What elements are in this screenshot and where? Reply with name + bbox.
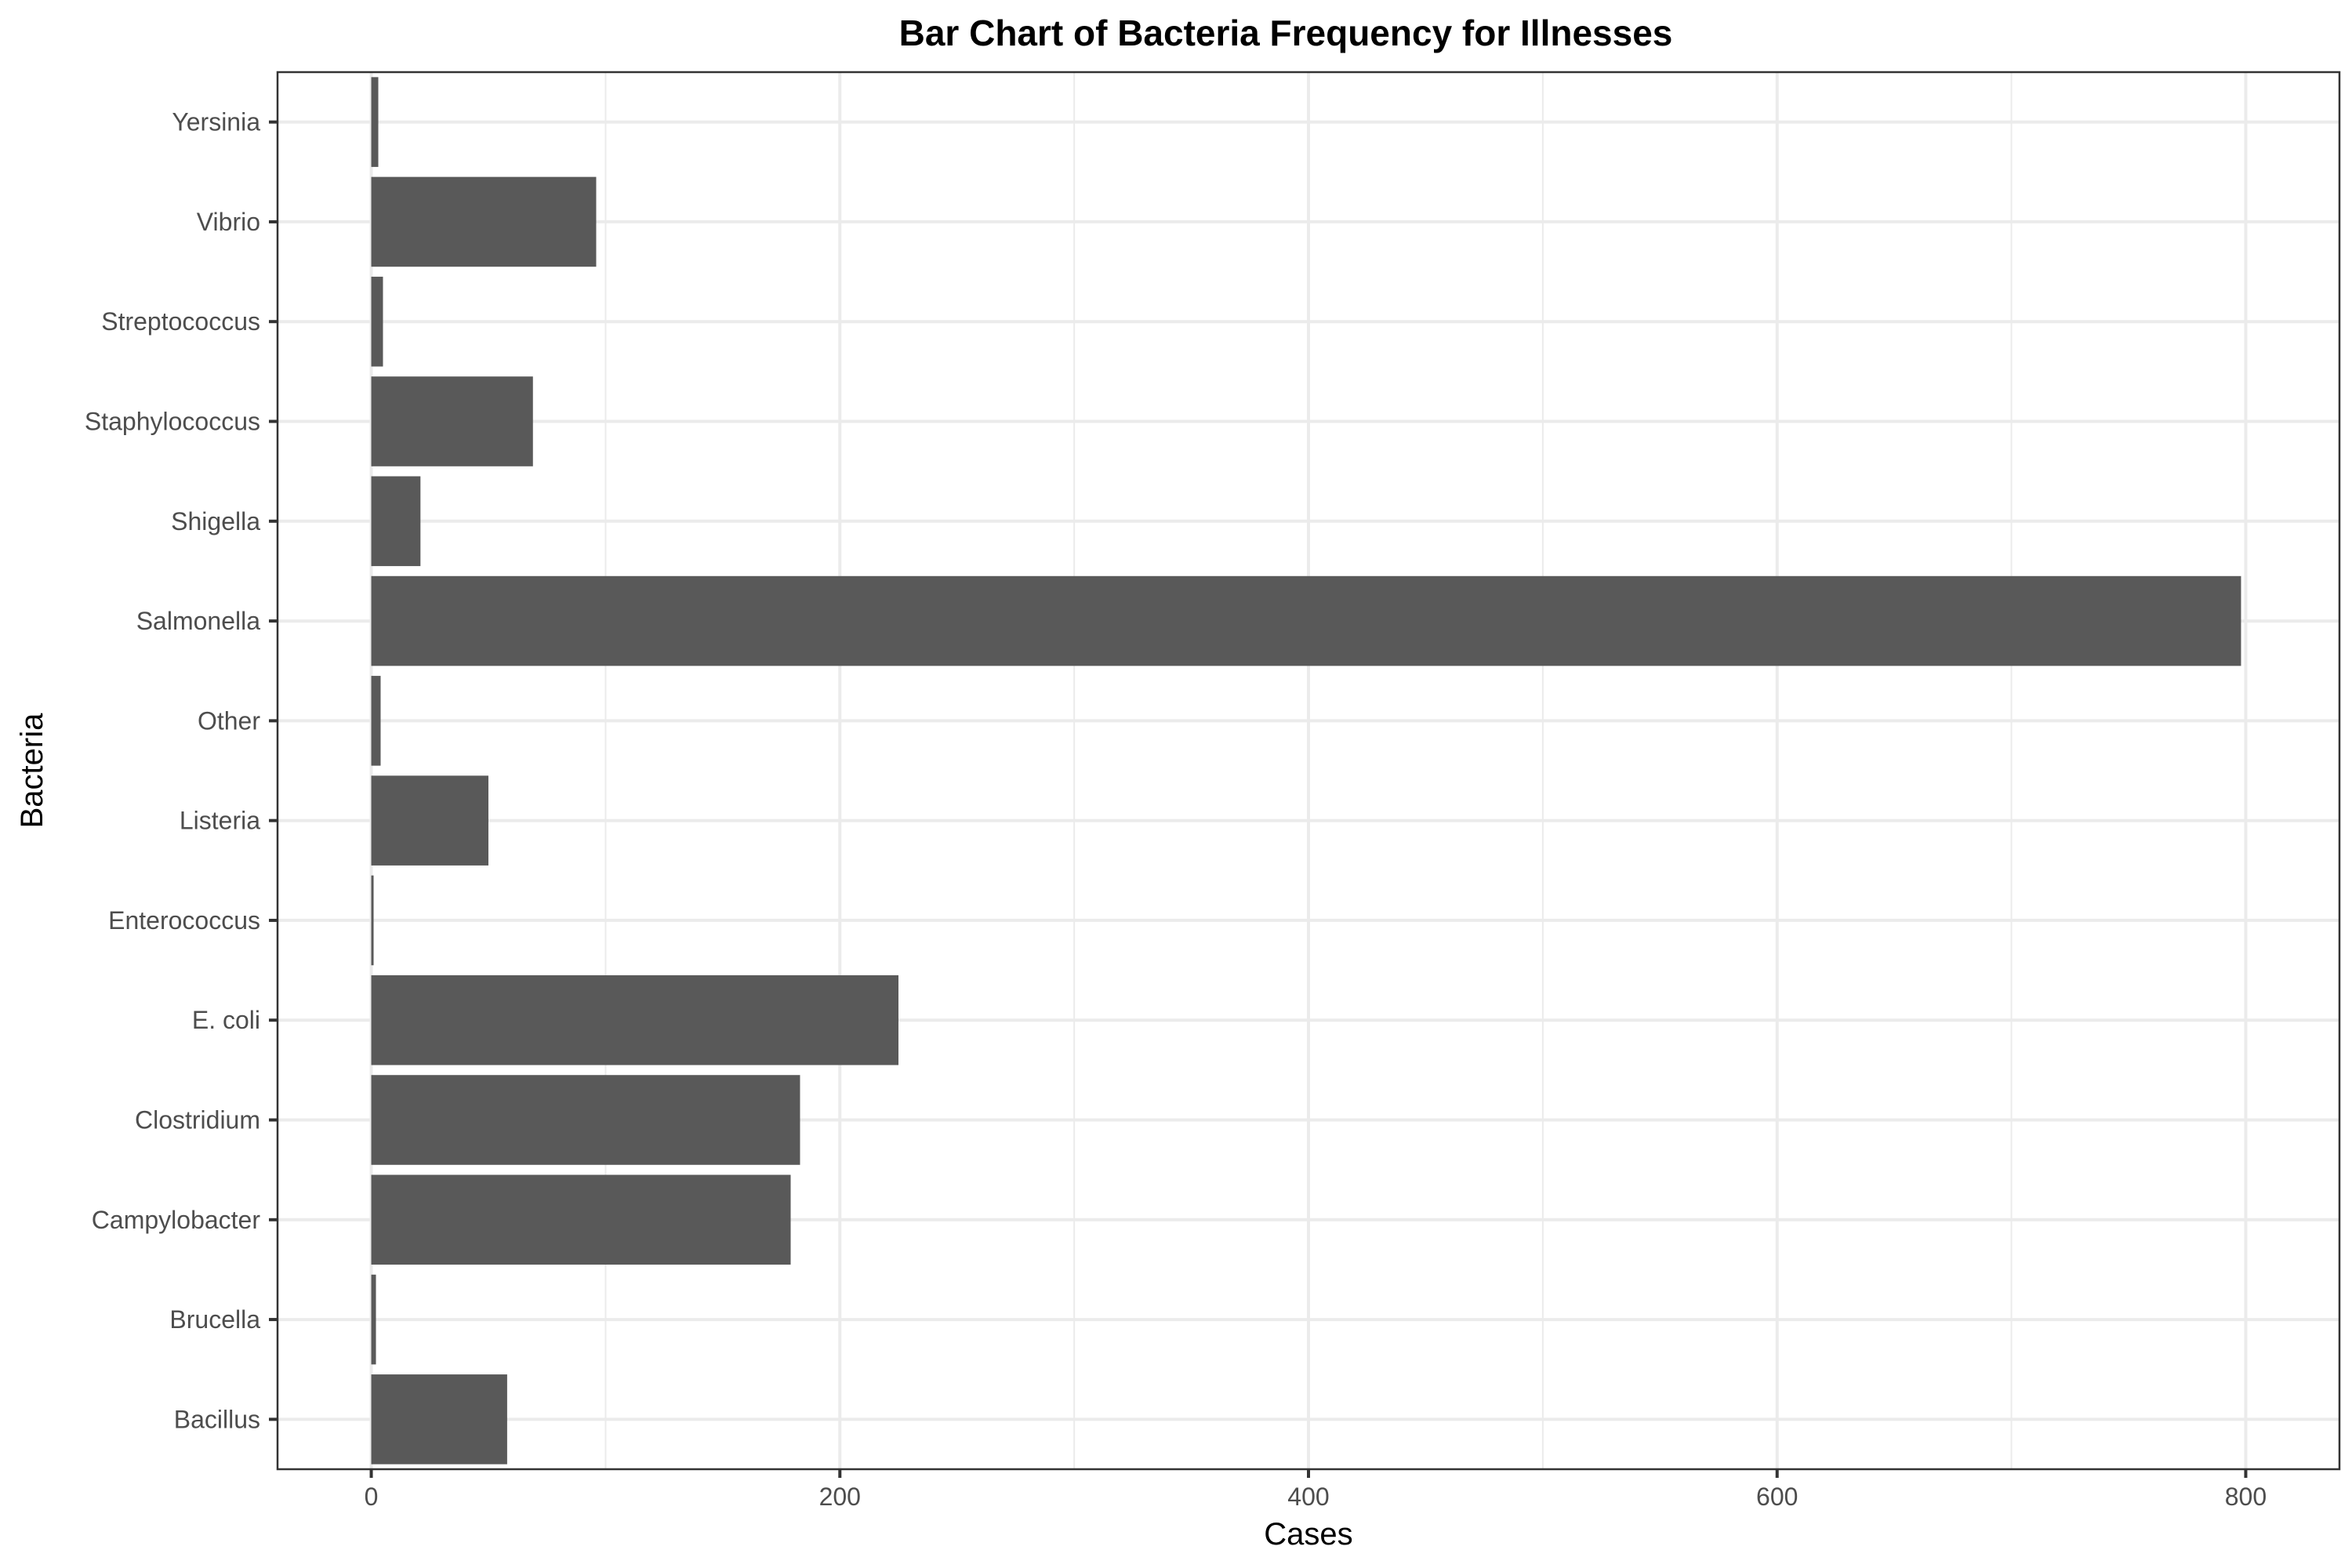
bar-salmonella: [371, 575, 2241, 666]
y-tick-label: Listeria: [180, 807, 260, 835]
y-tick-label: Enterococcus: [108, 906, 260, 935]
y-tick-label: Shigella: [171, 507, 260, 535]
y-tick-label: Vibrio: [197, 208, 260, 236]
y-tick-label: Yersinia: [172, 108, 260, 136]
bar-clostridium: [371, 1075, 800, 1165]
bar-e-coli: [371, 975, 898, 1065]
y-tick-label: E. coli: [192, 1006, 260, 1034]
x-tick-label: 200: [819, 1483, 861, 1511]
bar-brucella: [371, 1274, 376, 1365]
bar-yersinia: [371, 77, 379, 167]
x-tick-label: 400: [1287, 1483, 1329, 1511]
y-tick-label: Salmonella: [136, 607, 261, 635]
y-tick-label: Streptococcus: [101, 307, 260, 336]
bar-campylobacter: [371, 1174, 791, 1265]
y-tick-label: Brucella: [169, 1305, 260, 1334]
bar-staphylococcus: [371, 376, 533, 466]
y-tick-label: Other: [198, 706, 260, 735]
x-tick-label: 600: [1756, 1483, 1798, 1511]
y-tick-label: Staphylococcus: [85, 408, 260, 436]
y-tick-label: Bacillus: [174, 1405, 260, 1433]
bar-vibrio: [371, 176, 597, 267]
y-tick-label: Clostridium: [135, 1106, 260, 1134]
y-tick-label: Campylobacter: [92, 1206, 261, 1234]
bar-listeria: [371, 775, 488, 866]
bar-bacillus: [371, 1374, 507, 1465]
plot-area: Bacillus Brucella Campylobacter Clostridium…: [85, 71, 2341, 1511]
bar-shigella: [371, 476, 421, 567]
bar-streptococcus: [371, 276, 383, 367]
x-tick-label: 0: [365, 1483, 379, 1511]
chart-title: Bar Chart of Bacteria Frequency for Illn…: [899, 13, 1673, 53]
x-axis-title: Cases: [1264, 1517, 1352, 1552]
bar-other: [371, 676, 381, 766]
x-tick-label: 800: [2225, 1483, 2267, 1511]
y-axis-title: Bacteria: [15, 713, 49, 828]
bar-enterococcus: [371, 875, 374, 966]
